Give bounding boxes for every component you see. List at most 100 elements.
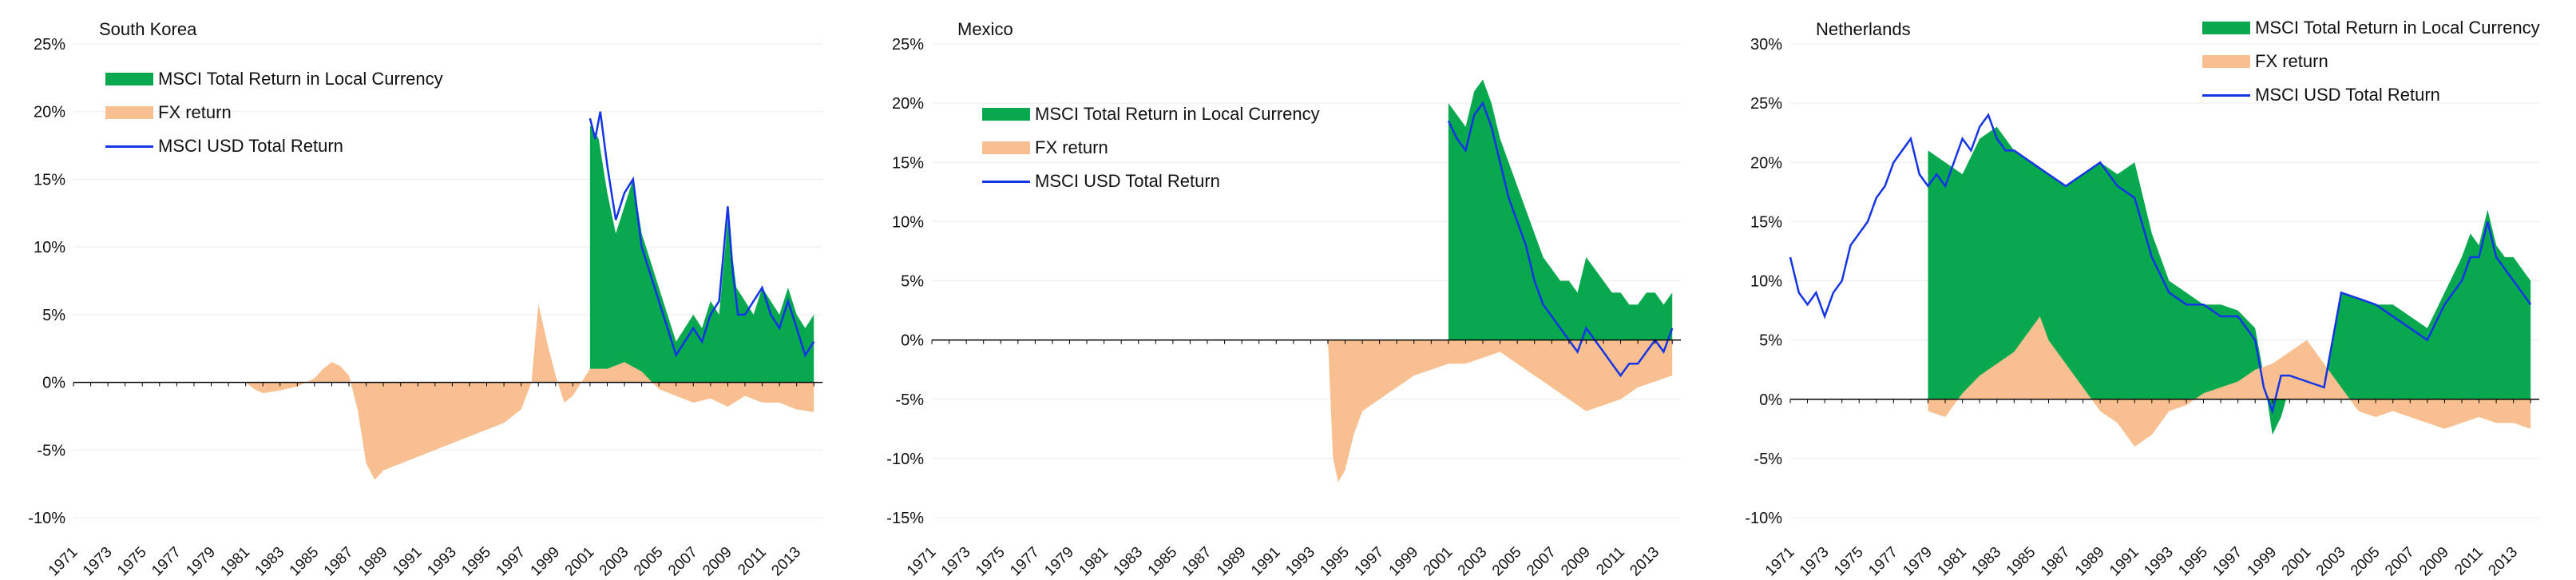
x-tick-label: 1989 [1214, 544, 1250, 580]
x-tick-label: 1991 [390, 544, 426, 580]
y-tick-label: -10% [1745, 510, 1782, 527]
legend-item: FX return [982, 131, 1320, 165]
x-tick-label: 1971 [46, 544, 81, 580]
series-line-2 [1447, 101, 1674, 378]
y-tick-label: -10% [28, 510, 65, 527]
chart-panel-2: -10% -5% 0% 5% 10% 15% 20% 25% 30% 1971 1973 1975 19… [1717, 0, 2575, 580]
legend-item: MSCI Total Return in Local Currency [2202, 11, 2540, 45]
x-tick-label: 2001 [562, 544, 598, 580]
y-tick-label: 15% [1750, 213, 1782, 231]
y-tick-label: 5% [1759, 332, 1782, 350]
series-area-1 [245, 304, 814, 480]
x-tick-label: 1977 [1865, 544, 1901, 580]
chart-panel-1: -15% -10% -5% 0% 5% 10% 15% 20% 25% 1971 1973 1975 1… [858, 0, 1717, 580]
x-tick-label: 2011 [2451, 544, 2487, 579]
x-tick-label: 1979 [1900, 544, 1936, 580]
x-tick-label: 1985 [287, 544, 323, 580]
x-tick-label: 2005 [1489, 544, 1525, 580]
y-tick-label: 15% [892, 154, 924, 172]
chart-svg-1: -15%-10%-5%0%5%10%15%20%25%1971197319751… [886, 36, 1681, 580]
x-tick-label: 1983 [252, 544, 288, 580]
y-tick-label: 20% [1750, 154, 1782, 172]
x-tick-label: 1971 [1762, 544, 1798, 580]
legend-swatch [2202, 22, 2250, 34]
x-tick-label: 2013 [2485, 544, 2521, 580]
legend-swatch [105, 145, 153, 148]
x-tick-label: 2001 [2279, 544, 2315, 580]
legend-label: MSCI USD Total Return [2255, 85, 2440, 105]
x-tick-label: 1979 [183, 544, 219, 580]
y-tick-label: 10% [892, 213, 924, 231]
legend-label: MSCI Total Return in Local Currency [158, 69, 443, 89]
x-tick-label: 2013 [768, 544, 804, 580]
x-tick-label: 1973 [80, 544, 116, 580]
x-tick-label: 1985 [1145, 544, 1181, 580]
legend-item: MSCI USD Total Return [982, 165, 1320, 198]
x-tick-label: 1993 [424, 544, 460, 580]
x-tick-label: 1999 [1386, 544, 1422, 580]
legend-label: FX return [158, 102, 232, 122]
legend-swatch [2202, 55, 2250, 68]
x-tick-label: 2009 [2416, 544, 2452, 580]
y-tick-label: 15% [34, 171, 65, 189]
x-tick-label: 1987 [1179, 544, 1215, 580]
series-area-0 [589, 125, 814, 383]
y-tick-label: 0% [1759, 391, 1782, 409]
chart-title: Mexico [957, 19, 1013, 39]
x-tick-label: 1997 [1351, 544, 1387, 580]
x-tick-label: 2003 [596, 544, 632, 580]
x-tick-label: 1989 [2072, 544, 2108, 580]
x-tick-label: 2007 [665, 544, 701, 580]
x-tick-label: 2001 [1421, 544, 1456, 580]
x-tick-label: 1983 [1111, 544, 1147, 580]
x-tick-label: 2005 [631, 544, 667, 580]
x-tick-label: 2005 [2348, 544, 2384, 580]
x-tick-label: 1999 [2245, 544, 2281, 580]
x-tick-label: 1995 [458, 544, 494, 580]
x-tick-label: 1975 [973, 544, 1009, 580]
legend-swatch [105, 106, 153, 119]
x-tick-label: 1977 [149, 544, 184, 580]
legend-label: MSCI USD Total Return [1035, 171, 1220, 191]
x-tick-label: 1975 [1831, 544, 1867, 580]
legend-label: MSCI Total Return in Local Currency [2255, 18, 2540, 38]
x-tick-label: 1987 [2038, 544, 2074, 580]
x-tick-label: 1973 [1797, 544, 1833, 580]
y-tick-label: 20% [892, 95, 924, 113]
x-tick-label: 1985 [2003, 544, 2039, 580]
x-tick-label: 1991 [2106, 544, 2142, 580]
legend-label: MSCI USD Total Return [158, 136, 343, 156]
x-tick-label: 2009 [699, 544, 735, 580]
x-tick-label: 2009 [1558, 544, 1594, 580]
x-tick-label: 1993 [2141, 544, 2177, 580]
y-tick-label: 30% [1750, 36, 1782, 54]
chart-legend: MSCI Total Return in Local Currency FX re… [2202, 11, 2540, 112]
x-tick-label: 1981 [1934, 544, 1970, 580]
x-tick-label: 1975 [114, 544, 150, 580]
y-tick-label: 10% [1750, 273, 1782, 291]
x-tick-label: 2011 [1593, 544, 1628, 579]
series-area-0 [1928, 126, 2531, 435]
y-tick-label: 25% [892, 36, 924, 54]
y-tick-label: 0% [42, 375, 65, 392]
legend-item: MSCI USD Total Return [105, 129, 443, 163]
x-tick-label: 1993 [1282, 544, 1318, 580]
chart-svg-0: -10%-5%0%5%10%15%20%25%19711973197519771… [28, 36, 822, 580]
legend-swatch [2202, 93, 2250, 97]
legend-item: MSCI USD Total Return [2202, 78, 2540, 112]
chart-svg-2: -10%-5%0%5%10%15%20%25%30%19711973197519… [1745, 36, 2539, 580]
y-tick-label: -5% [895, 391, 924, 409]
x-tick-label: 2011 [735, 544, 770, 579]
x-tick-label: 2003 [1455, 544, 1491, 580]
y-tick-label: 5% [901, 273, 924, 291]
x-tick-label: 1981 [1076, 544, 1112, 580]
chart-legend: MSCI Total Return in Local Currency FX re… [982, 97, 1320, 198]
series-line-2 [1789, 113, 2532, 415]
y-tick-label: 10% [34, 239, 65, 256]
x-tick-label: 1987 [321, 544, 357, 580]
x-tick-label: 2003 [2313, 544, 2349, 580]
chart-legend: MSCI Total Return in Local Currency FX re… [105, 62, 443, 163]
y-tick-label: -10% [886, 451, 924, 468]
series-area-0 [1448, 79, 1673, 340]
